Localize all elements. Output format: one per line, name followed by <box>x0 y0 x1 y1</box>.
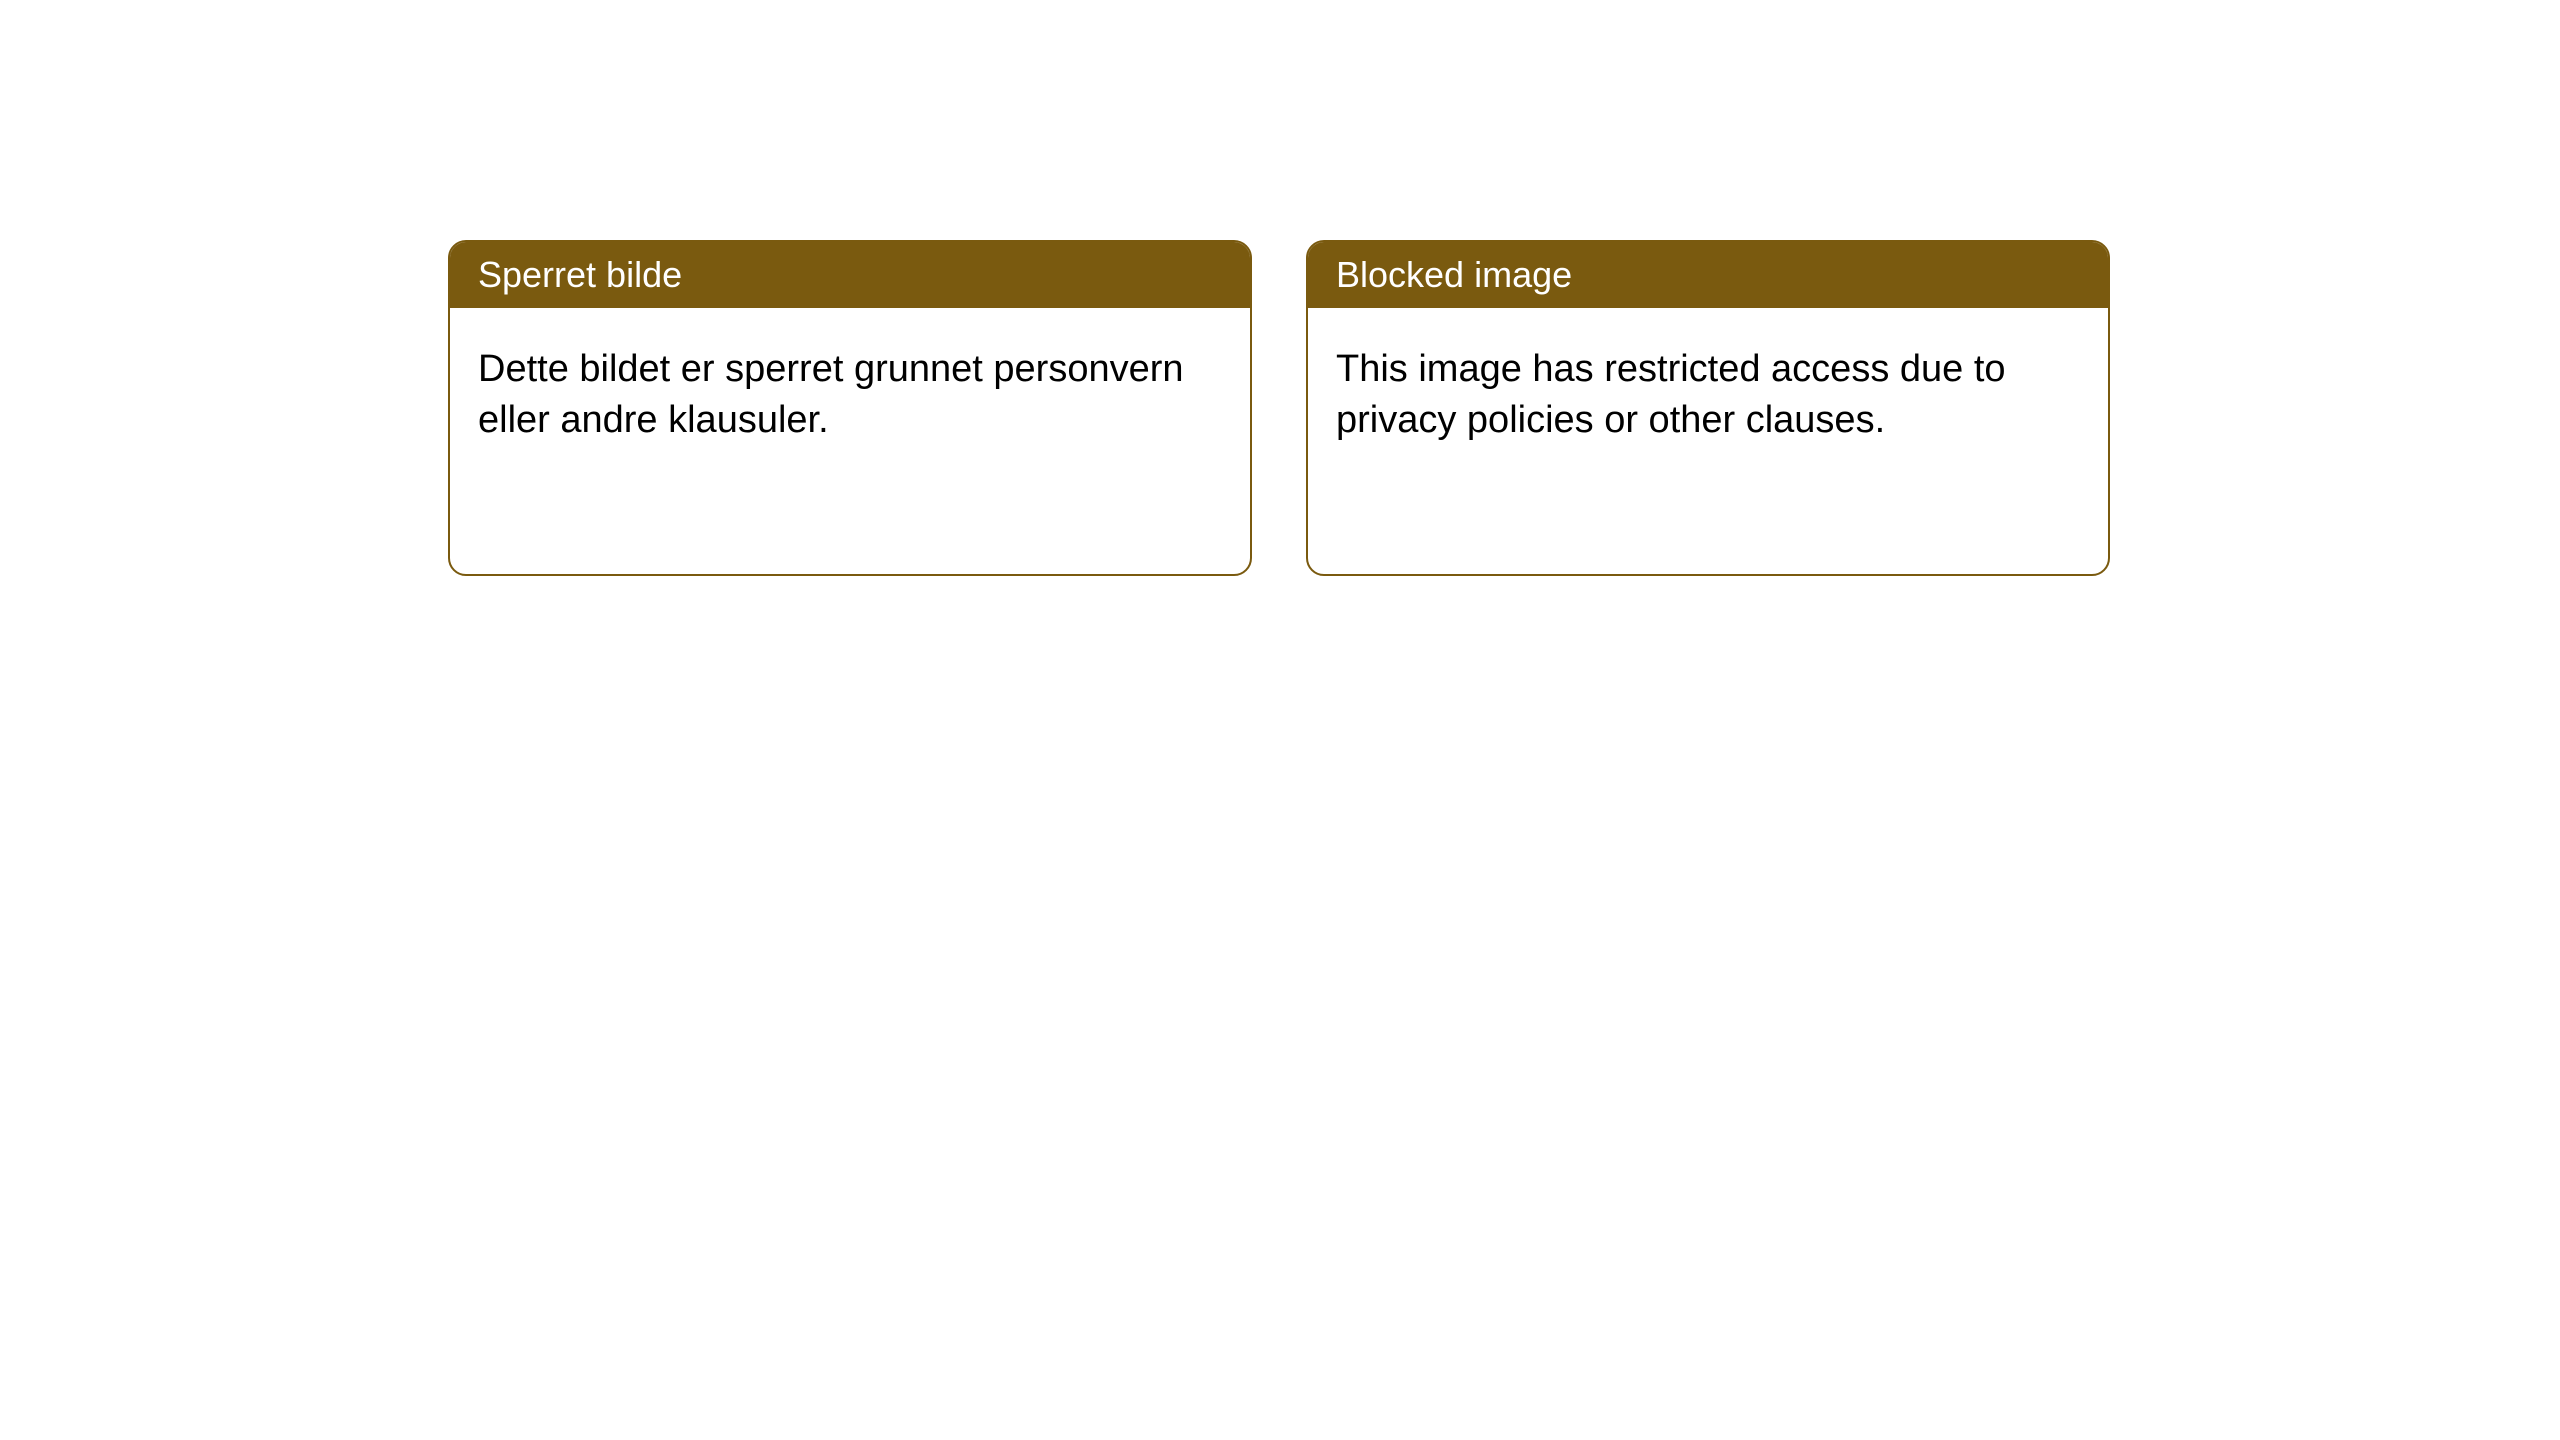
notice-body: Dette bildet er sperret grunnet personve… <box>450 308 1250 483</box>
notice-title: Blocked image <box>1336 254 1572 295</box>
notice-body-text: Dette bildet er sperret grunnet personve… <box>478 348 1184 441</box>
notice-body-text: This image has restricted access due to … <box>1336 348 2006 441</box>
notice-header: Blocked image <box>1308 242 2108 308</box>
notice-box-english: Blocked image This image has restricted … <box>1306 240 2110 576</box>
notice-container: Sperret bilde Dette bildet er sperret gr… <box>0 0 2560 576</box>
notice-title: Sperret bilde <box>478 254 682 295</box>
notice-header: Sperret bilde <box>450 242 1250 308</box>
notice-box-norwegian: Sperret bilde Dette bildet er sperret gr… <box>448 240 1252 576</box>
notice-body: This image has restricted access due to … <box>1308 308 2108 483</box>
